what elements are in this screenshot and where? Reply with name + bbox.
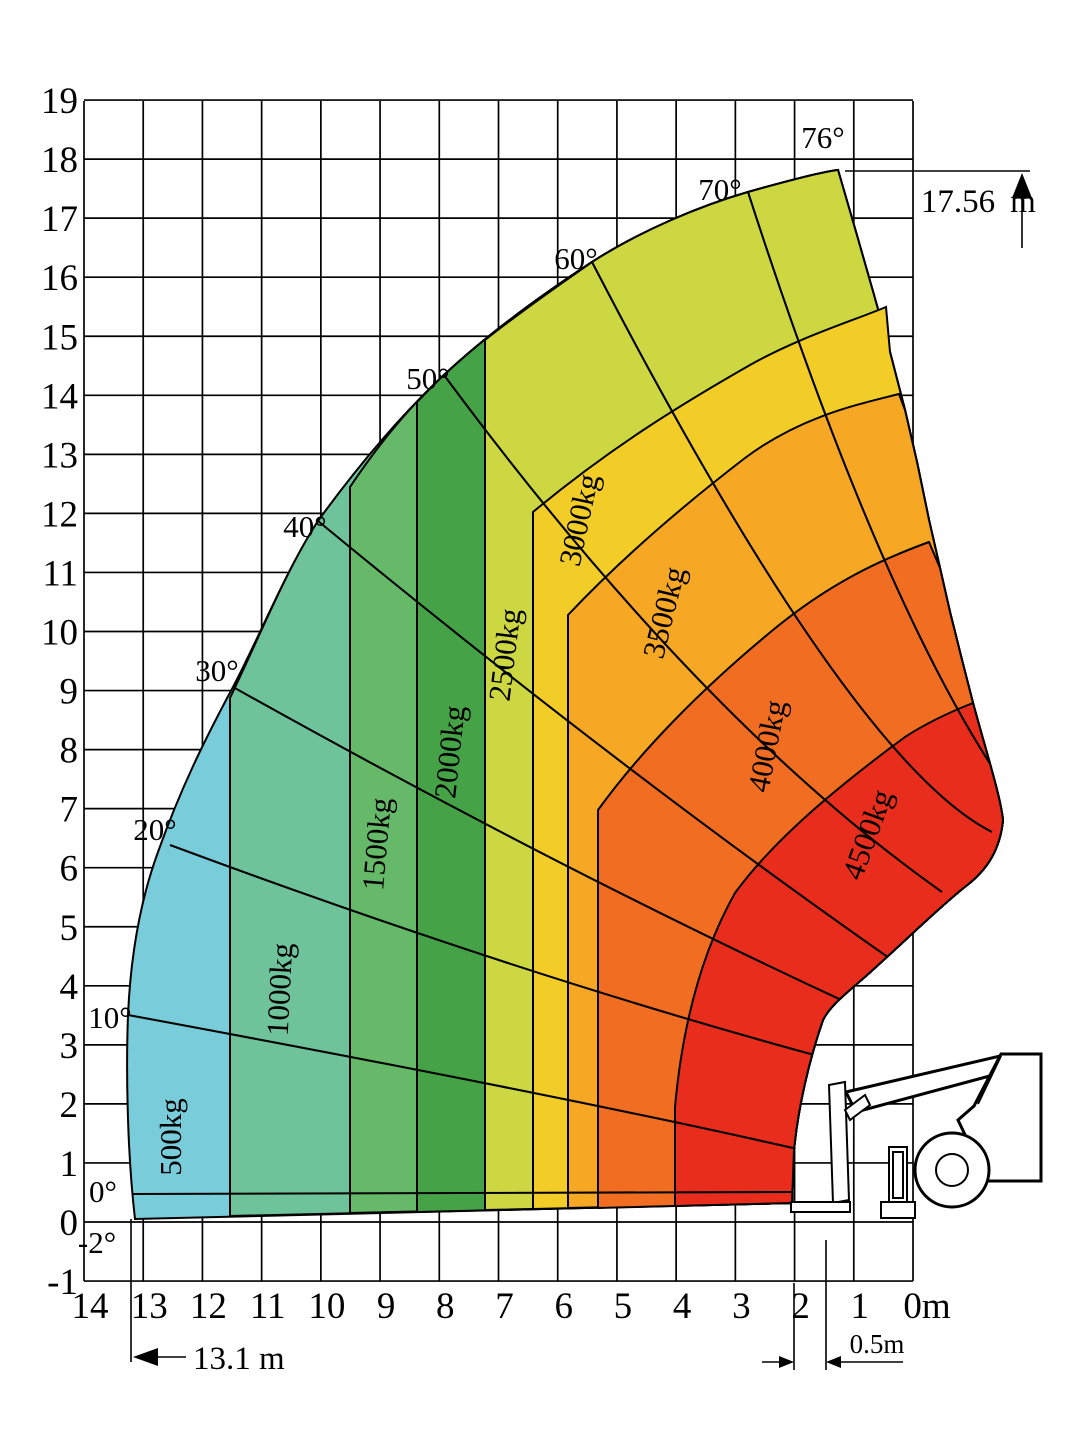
- y-axis-label: -1: [47, 1262, 78, 1303]
- x-axis-label: 6: [554, 1286, 573, 1327]
- y-axis-label: 0: [60, 1203, 79, 1244]
- y-axis-label: 10: [41, 613, 78, 654]
- max-height-unit: m: [1010, 184, 1036, 220]
- fork-carriage: [827, 1080, 851, 1205]
- x-axis-label: 12: [190, 1286, 227, 1327]
- y-axis-label: 11: [42, 553, 78, 594]
- angle-label-20: 20°: [133, 812, 176, 847]
- y-axis-label: 2: [60, 1085, 79, 1126]
- boom-angle-line-0: [130, 1190, 799, 1196]
- boom-angle-line-60: [591, 261, 993, 833]
- y-axis-label: 7: [60, 790, 79, 831]
- carriage-link: [843, 1093, 872, 1122]
- capacity-label-1500kg: 1500kg: [355, 796, 398, 892]
- x-axis-label: 1: [851, 1286, 870, 1327]
- boom-angle-line-30: [232, 686, 851, 1005]
- boom-angle-line-50: [443, 374, 943, 893]
- y-axis-label: 4: [60, 967, 79, 1008]
- x-axis-label: 5: [614, 1286, 633, 1327]
- boom-angle-line-10: [127, 1013, 794, 1150]
- angle-label-40: 40°: [283, 509, 326, 544]
- stabilizer-rod: [892, 1151, 904, 1199]
- x-axis-label: 11: [250, 1286, 286, 1327]
- capacity-label-1000kg: 1000kg: [260, 942, 300, 1037]
- telehandler-wheel-hub: [935, 1153, 969, 1187]
- y-axis-label: 15: [41, 317, 78, 358]
- y-axis-label: 17: [41, 199, 78, 240]
- x-axis-label: 7: [495, 1286, 514, 1327]
- max-reach-dimension: 13.1 m: [130, 1219, 285, 1377]
- y-axis-label: 3: [60, 1026, 79, 1067]
- y-axis-label: 16: [41, 258, 78, 299]
- right-arrow-icon: [779, 1356, 794, 1368]
- y-axis-label: 19: [41, 81, 78, 122]
- angle-label-30: 30°: [195, 653, 238, 688]
- x-axis-label: 4: [673, 1286, 692, 1327]
- x-axis-label: 8: [436, 1286, 455, 1327]
- x-axis-labels: 14 13 12 11 10 9 8 7 6 5 4 3 2 1 0m: [72, 1286, 951, 1327]
- fork-blade: [790, 1201, 851, 1213]
- x-axis-label: 14: [72, 1286, 109, 1327]
- x-axis-label: 10: [308, 1286, 345, 1327]
- offset-value: 0.5m: [850, 1329, 905, 1359]
- y-axis-label: 9: [60, 672, 79, 713]
- left-arrow-icon: [133, 1348, 158, 1366]
- angle-label--2: -2°: [78, 1225, 116, 1260]
- boom-angle-labels: -2° 0° 10° 20° 30° 40° 50° 60° 70° 76°: [78, 120, 845, 1260]
- x-axis-label: 0m: [903, 1286, 951, 1327]
- telehandler-illustration: [790, 1052, 1043, 1219]
- y-axis-label: 8: [60, 731, 79, 772]
- angle-label-10: 10°: [88, 1000, 131, 1035]
- boom-angle-line-70: [747, 191, 1003, 783]
- x-axis-label: 13: [131, 1286, 168, 1327]
- y-axis-label: 1: [60, 1144, 79, 1185]
- stabilizer-pad: [880, 1201, 916, 1219]
- offset-dimension: 0.5m: [762, 1240, 904, 1370]
- up-arrow-icon: [1012, 173, 1032, 198]
- x-axis-label: 3: [732, 1286, 751, 1327]
- capacity-label-500kg: 500kg: [153, 1098, 188, 1176]
- angle-label-50: 50°: [406, 361, 449, 396]
- angle-label-60: 60°: [554, 241, 597, 276]
- angle-label-76: 76°: [801, 120, 844, 155]
- max-height-value: 17.56: [921, 184, 995, 220]
- telehandler-window-line: [977, 1055, 1002, 1105]
- angle-label-70: 70°: [698, 172, 741, 207]
- y-axis-label: 6: [60, 849, 79, 890]
- boom-angle-lines: [127, 191, 1003, 1196]
- fan-zones: [126, 168, 1005, 1221]
- y-axis-label: 14: [41, 376, 78, 417]
- y-axis-label: 12: [41, 494, 78, 535]
- y-axis-label: 18: [41, 140, 78, 181]
- y-axis-label: 13: [41, 435, 78, 476]
- angle-label-0: 0°: [89, 1174, 117, 1209]
- y-axis-label: 5: [60, 908, 79, 949]
- boom-angle-line-40: [317, 520, 893, 961]
- x-axis-label: 2: [791, 1286, 810, 1327]
- max-reach-value: 13.1 m: [193, 1341, 285, 1377]
- x-axis-label: 9: [377, 1286, 396, 1327]
- boom-angle-line-20: [169, 844, 819, 1058]
- zone-4500kg: [674, 701, 1005, 1208]
- left-arrow-small-icon: [826, 1356, 841, 1368]
- max-height-dimension: 17.56 m: [845, 170, 1036, 248]
